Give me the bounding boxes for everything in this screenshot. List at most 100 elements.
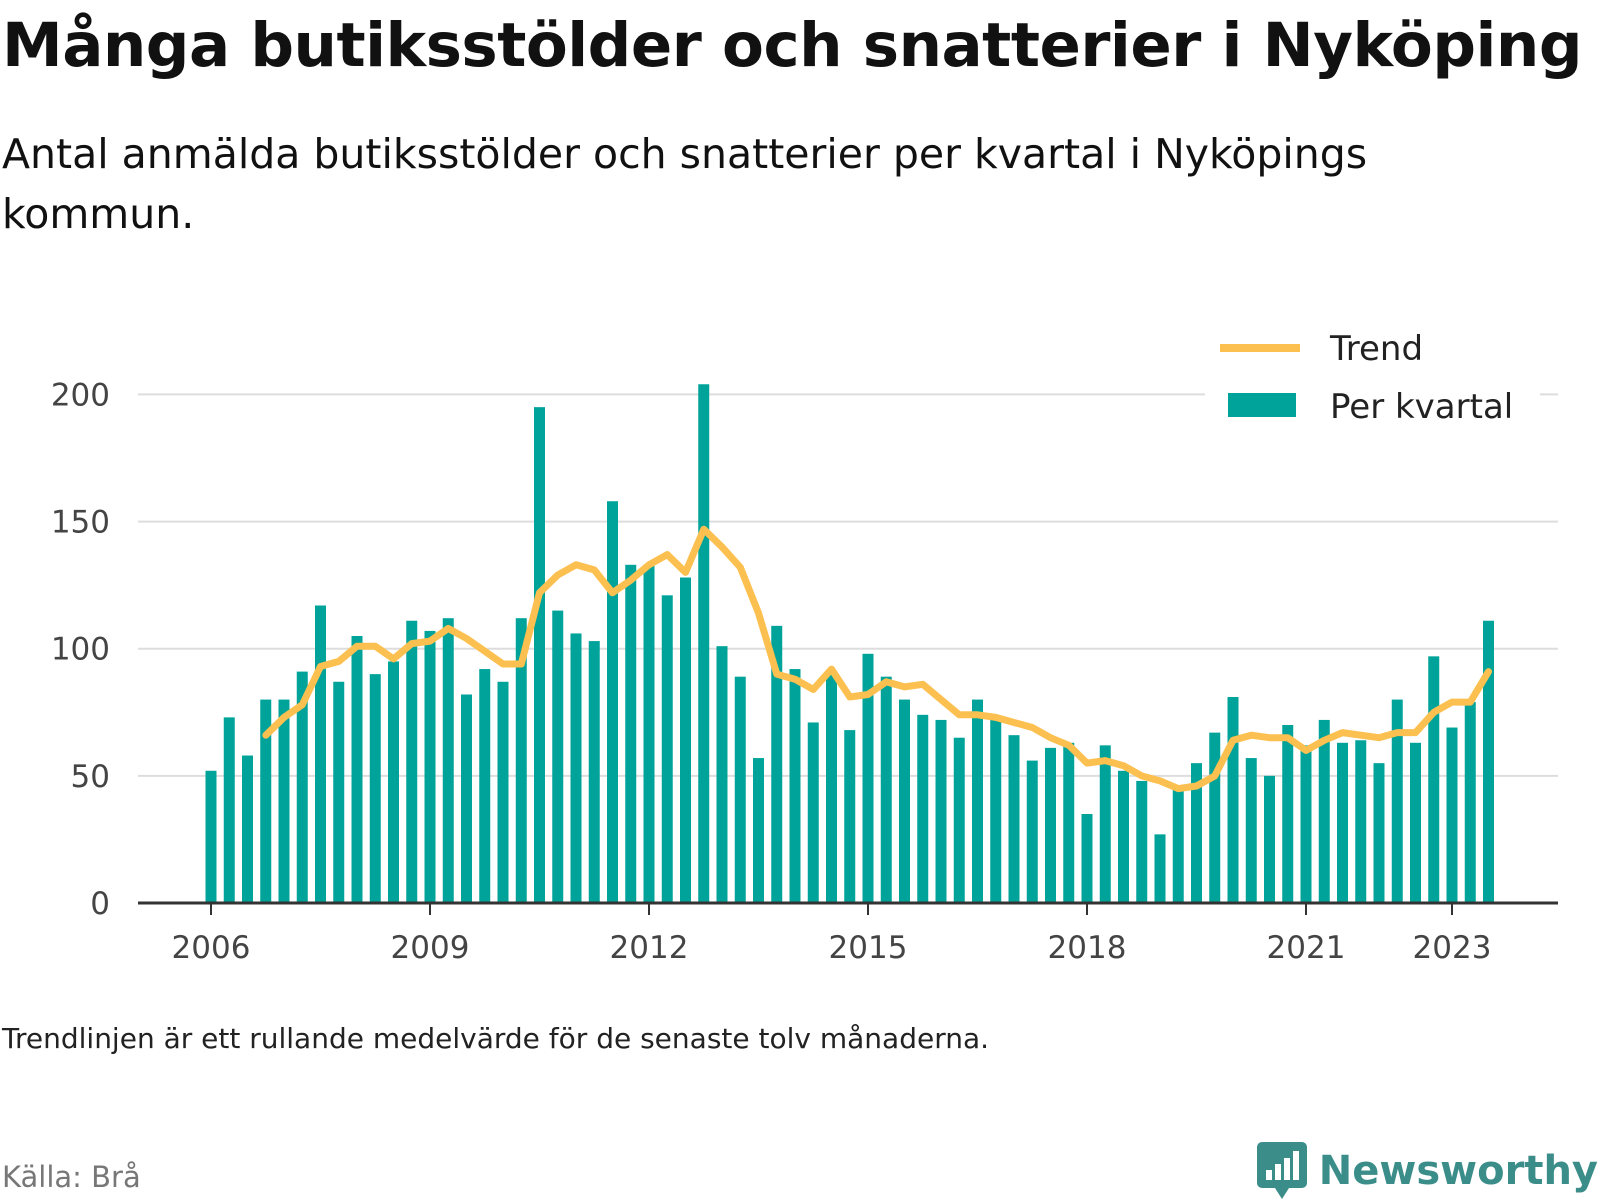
x-axis-ticks: 2006 2009 2012 2015 2018 2021 2023 [172,903,1492,966]
bar [844,730,856,903]
bar [296,671,308,903]
bar [990,717,1002,903]
bar [333,681,345,903]
bar [1264,775,1275,903]
bar [1154,834,1166,903]
bar [716,646,728,903]
bar [1026,760,1038,903]
bar [534,407,545,903]
bar [1063,742,1075,903]
bar [1118,770,1129,903]
bar [278,699,290,903]
legend-bar-label: Per kvartal [1330,387,1513,427]
bar [588,641,600,903]
y-tick-label: 50 [71,759,110,795]
bar [497,681,509,903]
y-axis-ticks: 0 50 100 150 200 [51,377,110,922]
bar [1081,814,1093,903]
bar [223,717,235,903]
bar [242,755,253,903]
bar [807,722,819,903]
bar [625,564,637,903]
legend: Trend Per kvartal [1205,325,1540,427]
bar [1172,786,1184,903]
bar [1446,727,1458,903]
newsworthy-logo-icon [1256,1142,1307,1199]
bar [1300,745,1312,903]
bar [1282,725,1294,903]
x-tick-label: 2021 [1267,930,1346,966]
bar [424,630,436,903]
bar [899,699,910,903]
bar [1391,699,1403,903]
bar [734,676,746,903]
bar [607,501,618,903]
bar [1464,702,1476,903]
bar [1355,740,1367,903]
bar [1373,763,1385,903]
bar [771,625,783,903]
trend-line [262,525,1492,793]
bar [1337,742,1348,903]
bar [698,384,710,903]
bar [442,618,454,903]
x-tick-label: 2012 [610,930,689,966]
bar [953,737,965,903]
bar [315,605,326,903]
x-tick-label: 2009 [391,930,470,966]
bar [661,595,673,903]
bar [826,674,837,903]
y-tick-label: 0 [90,886,110,922]
bar [917,714,929,903]
bar [880,676,892,903]
bar [643,564,655,903]
bar [1008,735,1020,903]
bar [1245,758,1257,903]
bar [935,719,947,903]
grid-lines [138,393,1558,777]
bar [1428,656,1440,903]
bar [461,694,472,903]
legend-bar-swatch [1228,393,1296,417]
bar [972,699,983,903]
legend-trend-label: Trend [1329,329,1423,369]
bar [369,674,381,903]
bar [1318,719,1330,903]
chart-title: Många butiksstölder och snatterier i Nyk… [2,10,1583,81]
x-tick-label: 2018 [1048,930,1127,966]
bar [406,620,418,903]
bar [1227,697,1239,903]
bar [479,669,491,903]
x-tick-label: 2015 [829,930,908,966]
x-tick-label: 2023 [1413,930,1492,966]
chart-canvas: 2006 2009 2012 2015 2018 2021 2023 0 50 100 150 20… [50,325,1558,966]
bar [515,618,527,903]
bar-series [205,384,1494,903]
bar [1209,732,1221,903]
bar [862,653,874,903]
bar [1483,620,1494,903]
footnote: Trendlinjen är ett rullande medelvärde f… [2,1022,990,1055]
chart-subtitle: Antal anmälda butiksstölder och snatteri… [2,130,1368,238]
x-tick-label: 2006 [172,930,251,966]
bar [351,636,363,903]
y-tick-label: 100 [51,632,110,668]
bar [1099,745,1111,903]
bar [260,699,272,903]
bar [753,758,764,903]
source-credit: Källa: Brå [2,1160,141,1194]
y-tick-label: 150 [51,505,110,541]
brand-name: Newsworthy [1318,1148,1598,1194]
bar [570,633,582,903]
bar [1410,742,1421,903]
bar [205,770,217,903]
bar [680,577,691,903]
bar [1191,763,1202,903]
y-tick-label: 200 [51,377,110,413]
bar [388,661,399,903]
bar [789,669,801,903]
brand-logo: Newsworthy [1256,1142,1598,1200]
bar [1136,780,1148,903]
bar [552,610,564,903]
bar [1045,747,1056,903]
